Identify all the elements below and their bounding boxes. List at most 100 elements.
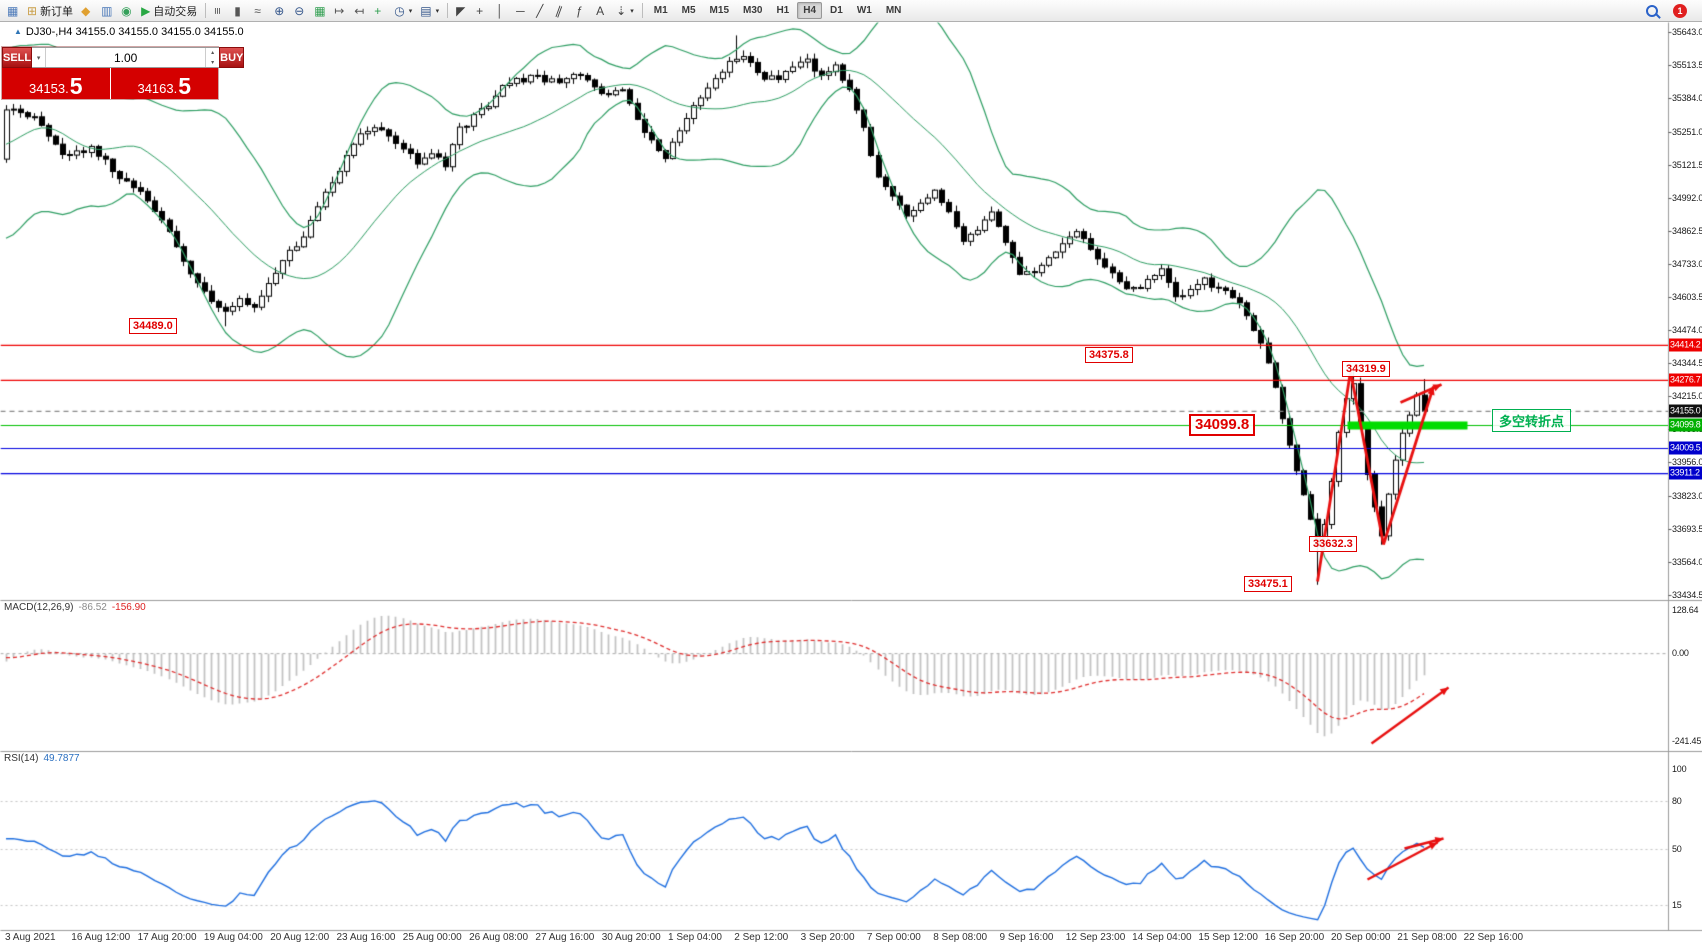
price-callout[interactable]: 33475.1 bbox=[1244, 576, 1292, 593]
rsi-scale-label: 15 bbox=[1672, 900, 1682, 910]
macd-label: MACD(12,26,9) -86.52 -156.90 bbox=[4, 602, 146, 613]
notification-badge: 1 bbox=[1673, 3, 1687, 18]
market-watch-button[interactable]: ▥ bbox=[97, 2, 117, 20]
price-callout[interactable]: 34489.0 bbox=[129, 317, 177, 334]
auto-trading-button[interactable]: ▶ 自动交易 bbox=[137, 2, 201, 20]
periods-button[interactable]: ◷ ▾ bbox=[390, 2, 416, 20]
notifications-button[interactable]: 1 bbox=[1669, 2, 1691, 20]
volume-spinner: ▴ ▾ bbox=[205, 48, 219, 67]
time-axis-label: 20 Sep 00:00 bbox=[1331, 932, 1391, 943]
timeframe-m5-button[interactable]: M5 bbox=[676, 2, 702, 19]
sell-button[interactable]: SELL bbox=[2, 47, 33, 68]
tile-windows-button[interactable]: ▦ bbox=[310, 2, 330, 20]
search-button[interactable] bbox=[1642, 2, 1662, 20]
zoom-out-button[interactable]: ⊖ bbox=[290, 2, 310, 20]
volume-dropdown-icon[interactable]: ▾ bbox=[32, 48, 47, 67]
time-axis-label: 30 Aug 20:00 bbox=[601, 932, 661, 943]
price-callout[interactable]: 34375.8 bbox=[1085, 346, 1133, 363]
price-callout[interactable]: 33632.3 bbox=[1309, 536, 1357, 553]
new-chart-icon: ▦ bbox=[7, 3, 19, 18]
timeframe-h1-button[interactable]: H1 bbox=[770, 2, 795, 19]
buy-price-main: 34163. bbox=[137, 81, 178, 96]
toolbar-separator bbox=[447, 3, 449, 18]
timeframe-d1-button[interactable]: D1 bbox=[824, 2, 849, 19]
sell-price[interactable]: 34153. 5 bbox=[2, 68, 111, 99]
chart-title-text: DJ30-,H4 34155.0 34155.0 34155.0 34155.0 bbox=[25, 26, 244, 38]
time-axis-label: 16 Aug 12:00 bbox=[71, 932, 131, 943]
sell-price-big-digit: 5 bbox=[69, 73, 83, 99]
price-callout[interactable]: 34319.9 bbox=[1342, 360, 1390, 377]
buy-price[interactable]: 34163. 5 bbox=[110, 68, 218, 99]
price-line-badge: 33911.2 bbox=[1669, 466, 1702, 480]
time-axis-label: 1 Sep 04:00 bbox=[668, 932, 722, 943]
price-tick-label: 33564.0 bbox=[1672, 556, 1702, 567]
vertical-line-icon: │ bbox=[496, 3, 504, 18]
time-axis-label: 9 Sep 16:00 bbox=[999, 932, 1054, 943]
indicators-list-button[interactable]: + bbox=[370, 2, 390, 20]
volume-up-icon[interactable]: ▴ bbox=[211, 50, 215, 57]
price-line-badge: 34099.8 bbox=[1669, 418, 1702, 432]
strategy-tester-icon: ◉ bbox=[121, 3, 132, 18]
candlestick-chart-button[interactable]: ▮ bbox=[230, 2, 250, 20]
timeframe-m30-button[interactable]: M30 bbox=[737, 2, 768, 19]
crosshair-button[interactable]: + bbox=[472, 2, 492, 20]
chart-shift-icon: ↤ bbox=[354, 3, 365, 18]
chart-shift-button[interactable]: ↤ bbox=[350, 2, 370, 20]
timeframe-m1-button[interactable]: M1 bbox=[648, 2, 674, 19]
volume-down-icon[interactable]: ▾ bbox=[211, 59, 215, 66]
trendline-button[interactable]: ╱ bbox=[532, 2, 552, 20]
trade-panel-price-row: 34153. 5 34163. 5 bbox=[2, 68, 218, 99]
history-center-button[interactable]: ◆ bbox=[77, 2, 97, 20]
fibonacci-button[interactable]: ƒ bbox=[572, 2, 592, 20]
rsi-label: RSI(14) 49.7877 bbox=[4, 753, 80, 764]
horizontal-line-button[interactable]: ─ bbox=[512, 2, 532, 20]
price-tick-label: 33956.0 bbox=[1672, 456, 1702, 467]
periods-icon: ◷ bbox=[394, 3, 405, 18]
price-tick-label: 34474.0 bbox=[1672, 324, 1702, 335]
new-order-button[interactable]: ⊞ 新订单 bbox=[23, 2, 77, 20]
history-center-icon: ◆ bbox=[81, 3, 91, 18]
toolbar-separator bbox=[641, 3, 643, 18]
time-axis-label: 21 Sep 08:00 bbox=[1397, 932, 1457, 943]
volume-input[interactable] bbox=[46, 48, 206, 67]
timeframe-h4-button[interactable]: H4 bbox=[797, 2, 823, 19]
line-chart-icon: ≈ bbox=[254, 3, 261, 18]
equidistant-channel-icon: ∥ bbox=[553, 2, 565, 19]
price-tick-label: 34992.0 bbox=[1672, 192, 1702, 203]
price-tick-label: 35251.0 bbox=[1672, 126, 1702, 137]
strategy-tester-button[interactable]: ◉ bbox=[117, 2, 137, 20]
bar-chart-icon: ≡ bbox=[210, 6, 225, 15]
auto-scroll-button[interactable]: ↦ bbox=[330, 2, 350, 20]
equidistant-channel-button[interactable]: ∥ bbox=[552, 2, 572, 20]
macd-scale-top: 128.64 bbox=[1672, 605, 1699, 615]
indicators-list-icon: + bbox=[374, 3, 382, 18]
templates-button[interactable]: ▤ ▾ bbox=[416, 2, 443, 20]
arrows-tool-button[interactable]: ⇣ ▾ bbox=[612, 2, 638, 20]
time-axis-label: 2 Sep 12:00 bbox=[734, 932, 789, 943]
tile-windows-icon: ▦ bbox=[314, 3, 326, 18]
line-chart-button[interactable]: ≈ bbox=[250, 2, 270, 20]
turning-point-label[interactable]: 多空转折点 bbox=[1492, 409, 1572, 432]
macd-value-main: -86.52 bbox=[78, 602, 107, 613]
timeframe-m15-button[interactable]: M15 bbox=[704, 2, 735, 19]
timeframe-mn-button[interactable]: MN bbox=[880, 2, 908, 19]
cursor-icon: ◤ bbox=[456, 3, 466, 18]
macd-scale-bottom: -241.45 bbox=[1672, 736, 1702, 746]
new-chart-button[interactable]: ▦ bbox=[3, 2, 23, 20]
vertical-line-button[interactable]: │ bbox=[492, 2, 512, 20]
text-label-button[interactable]: A bbox=[592, 2, 612, 20]
buy-button[interactable]: BUY bbox=[219, 47, 245, 68]
timeframe-w1-button[interactable]: W1 bbox=[851, 2, 878, 19]
buy-price-big-digit: 5 bbox=[178, 73, 192, 99]
bar-chart-button[interactable]: ≡ bbox=[210, 2, 230, 20]
zoom-in-button[interactable]: ⊕ bbox=[270, 2, 290, 20]
volume-box: ▾ ▴ ▾ bbox=[32, 47, 220, 68]
price-callout[interactable]: 34099.8 bbox=[1189, 413, 1256, 436]
time-axis-label: 20 Aug 12:00 bbox=[270, 932, 330, 943]
cursor-button[interactable]: ◤ bbox=[452, 2, 472, 20]
symbol-marker-icon: ▲ bbox=[14, 27, 22, 36]
rsi-scale-label: 50 bbox=[1672, 844, 1682, 854]
rsi-name: RSI(14) bbox=[4, 753, 39, 764]
price-tick-label: 35513.5 bbox=[1672, 59, 1702, 70]
